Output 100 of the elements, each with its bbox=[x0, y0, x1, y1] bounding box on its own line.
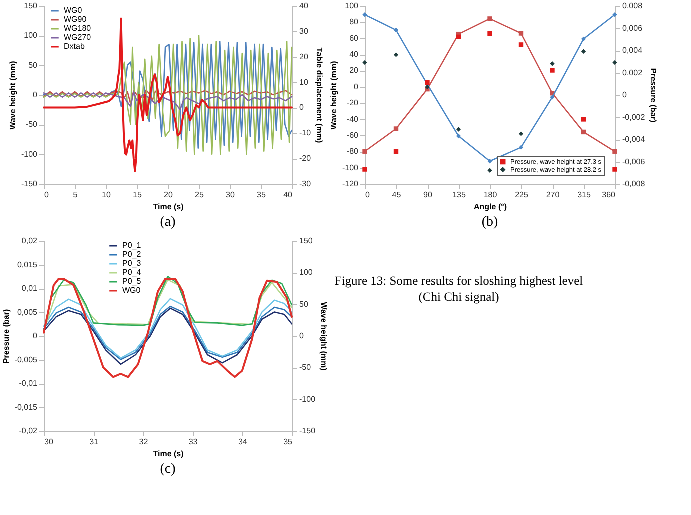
x-tick-label: 10 bbox=[102, 190, 112, 200]
point bbox=[550, 68, 555, 73]
x-tick-label: 225 bbox=[515, 190, 529, 200]
y2-axis-title: Table displacement (mm) bbox=[315, 48, 324, 144]
y2-tick-label: 0,004 bbox=[622, 46, 644, 55]
line-series bbox=[43, 278, 293, 378]
x-tick-label: 270 bbox=[546, 190, 560, 200]
point bbox=[362, 60, 368, 66]
y2-tick-label: -50 bbox=[300, 363, 312, 372]
y-tick-label: 20 bbox=[350, 66, 360, 76]
point bbox=[488, 16, 492, 22]
point bbox=[362, 167, 368, 172]
y-tick-label: -20 bbox=[346, 98, 360, 108]
x-tick-label: 5 bbox=[73, 190, 78, 200]
point bbox=[550, 62, 555, 66]
x-tick-label: 15 bbox=[133, 190, 142, 200]
y-tick-label: 0 bbox=[33, 90, 38, 100]
y2-tick-label: 20 bbox=[300, 52, 309, 62]
x-tick-label: 30 bbox=[44, 438, 54, 446]
x-tick-label: 35 bbox=[284, 438, 294, 446]
point bbox=[612, 60, 618, 66]
y-axis-title: Wave height (mm) bbox=[8, 60, 18, 130]
point bbox=[581, 49, 586, 54]
x-tick-label: 25 bbox=[195, 190, 204, 200]
x-tick-label: 34 bbox=[238, 438, 248, 446]
y2-tick-label: 0,008 bbox=[622, 2, 644, 10]
y-tick-label: -50 bbox=[26, 120, 38, 130]
legend-label: WG0 bbox=[64, 6, 83, 15]
text: (c) bbox=[160, 462, 176, 477]
line-series bbox=[43, 91, 293, 110]
x-tick-label: 33 bbox=[188, 438, 198, 446]
line-series bbox=[43, 18, 293, 172]
legend-label: P0_5 bbox=[122, 277, 142, 286]
x-tick-label: 35 bbox=[257, 190, 266, 200]
y2-tick-label: -0,004 bbox=[622, 135, 646, 144]
y2-tick-label: -0,002 bbox=[622, 112, 646, 122]
x-tick-label: 0 bbox=[44, 190, 50, 200]
x-tick-label: 45 bbox=[392, 190, 402, 200]
point bbox=[612, 167, 618, 172]
x-tick-label: 180 bbox=[484, 190, 498, 200]
point bbox=[518, 42, 524, 48]
y2-tick-label: 0 bbox=[300, 332, 304, 340]
legend-label: P0_4 bbox=[122, 268, 142, 277]
point bbox=[362, 12, 368, 18]
legend-label: WG270 bbox=[64, 33, 92, 42]
y2-tick-label: -0,008 bbox=[622, 180, 646, 188]
text: (Chi Chi signal) bbox=[418, 290, 500, 304]
y-tick-label: 40 bbox=[350, 50, 360, 60]
x-tick-label: 360 bbox=[602, 190, 616, 200]
legend-label: WG90 bbox=[64, 15, 88, 24]
y-tick-label: 50 bbox=[28, 60, 38, 70]
point bbox=[518, 31, 524, 36]
y-tick-label: -100 bbox=[342, 163, 360, 172]
legend-label: WG180 bbox=[64, 24, 92, 33]
point bbox=[425, 84, 430, 90]
y2-tick-label: 0 bbox=[622, 90, 628, 100]
y-axis-title: Pressure (bar) bbox=[2, 309, 11, 364]
point bbox=[488, 168, 492, 173]
y2-tick-label: 0,002 bbox=[622, 68, 644, 78]
y-tick-label: 100 bbox=[345, 2, 360, 10]
point bbox=[362, 149, 368, 154]
y2-axis-title: Pressure (bar) bbox=[649, 68, 658, 123]
point bbox=[394, 52, 399, 58]
y-tick-label: 0,005 bbox=[17, 308, 38, 317]
y-tick-label: 80 bbox=[350, 18, 360, 27]
point bbox=[518, 145, 524, 150]
y-tick-label: 0,01 bbox=[22, 284, 38, 293]
x-tick-label: 30 bbox=[226, 190, 236, 200]
legend-label: Dxtab bbox=[64, 42, 86, 51]
y2-tick-label: 30 bbox=[300, 26, 309, 36]
y2-tick-label: 10 bbox=[300, 78, 309, 87]
y-tick-label: 0 bbox=[33, 332, 38, 340]
text: (b) bbox=[482, 215, 498, 230]
x-tick-label: 20 bbox=[164, 190, 174, 200]
point bbox=[550, 95, 555, 100]
y-tick-label: -0,015 bbox=[14, 402, 38, 412]
y-tick-label: 100 bbox=[24, 31, 38, 40]
y-tick-label: -100 bbox=[21, 150, 38, 159]
y-tick-label: -60 bbox=[346, 130, 360, 140]
point bbox=[612, 149, 618, 154]
x-tick-label: 315 bbox=[578, 190, 592, 200]
point bbox=[456, 34, 462, 40]
y-tick-label: -0,01 bbox=[19, 379, 38, 388]
y-tick-label: 0 bbox=[354, 82, 360, 92]
x-tick-label: 31 bbox=[90, 438, 100, 446]
x-tick-label: 40 bbox=[284, 190, 294, 200]
y2-tick-label: -30 bbox=[300, 180, 312, 188]
y-tick-label: 150 bbox=[24, 2, 38, 10]
y2-tick-label: 100 bbox=[300, 268, 314, 278]
point bbox=[518, 132, 524, 136]
y2-tick-label: -10 bbox=[300, 128, 312, 138]
y2-tick-label: 0 bbox=[300, 103, 304, 112]
y-tick-label: -0,02 bbox=[19, 426, 38, 436]
point bbox=[488, 31, 492, 36]
y-tick-label: -0,005 bbox=[14, 355, 38, 364]
caption: Figure 13: Some results for sloshing highest level bbox=[334, 274, 584, 288]
point bbox=[581, 117, 586, 122]
y2-tick-label: -100 bbox=[300, 394, 316, 404]
point bbox=[581, 130, 586, 135]
y2-tick-label: 150 bbox=[300, 236, 314, 246]
